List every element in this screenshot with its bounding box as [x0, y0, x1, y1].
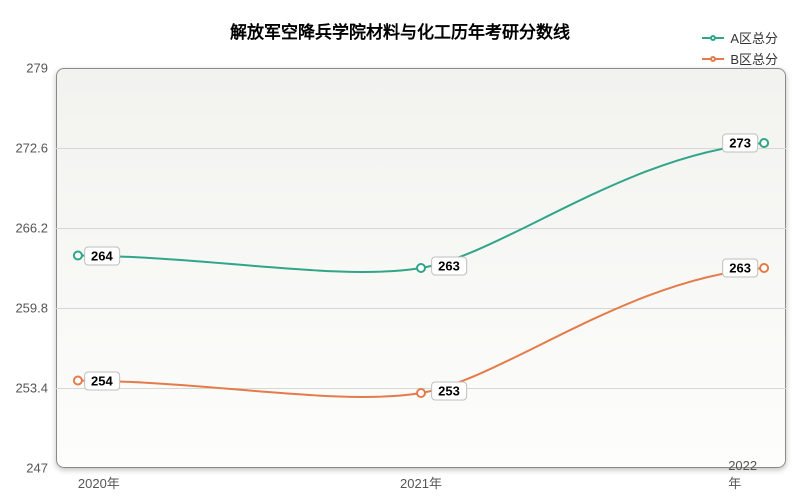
data-label: 264 [84, 246, 120, 265]
series-marker [74, 377, 82, 385]
plot-svg [0, 0, 800, 500]
data-label: 263 [722, 259, 758, 278]
series-marker [74, 252, 82, 260]
series-line [78, 143, 764, 272]
data-label: 273 [722, 134, 758, 153]
series-marker [417, 264, 425, 272]
series-line [78, 268, 764, 397]
data-label: 253 [431, 382, 467, 401]
data-label: 263 [431, 257, 467, 276]
series-marker [760, 139, 768, 147]
series-marker [760, 264, 768, 272]
data-label: 254 [84, 371, 120, 390]
series-marker [417, 389, 425, 397]
chart-container: 解放军空降兵学院材料与化工历年考研分数线A区总分B区总分247253.4259.… [0, 0, 800, 500]
